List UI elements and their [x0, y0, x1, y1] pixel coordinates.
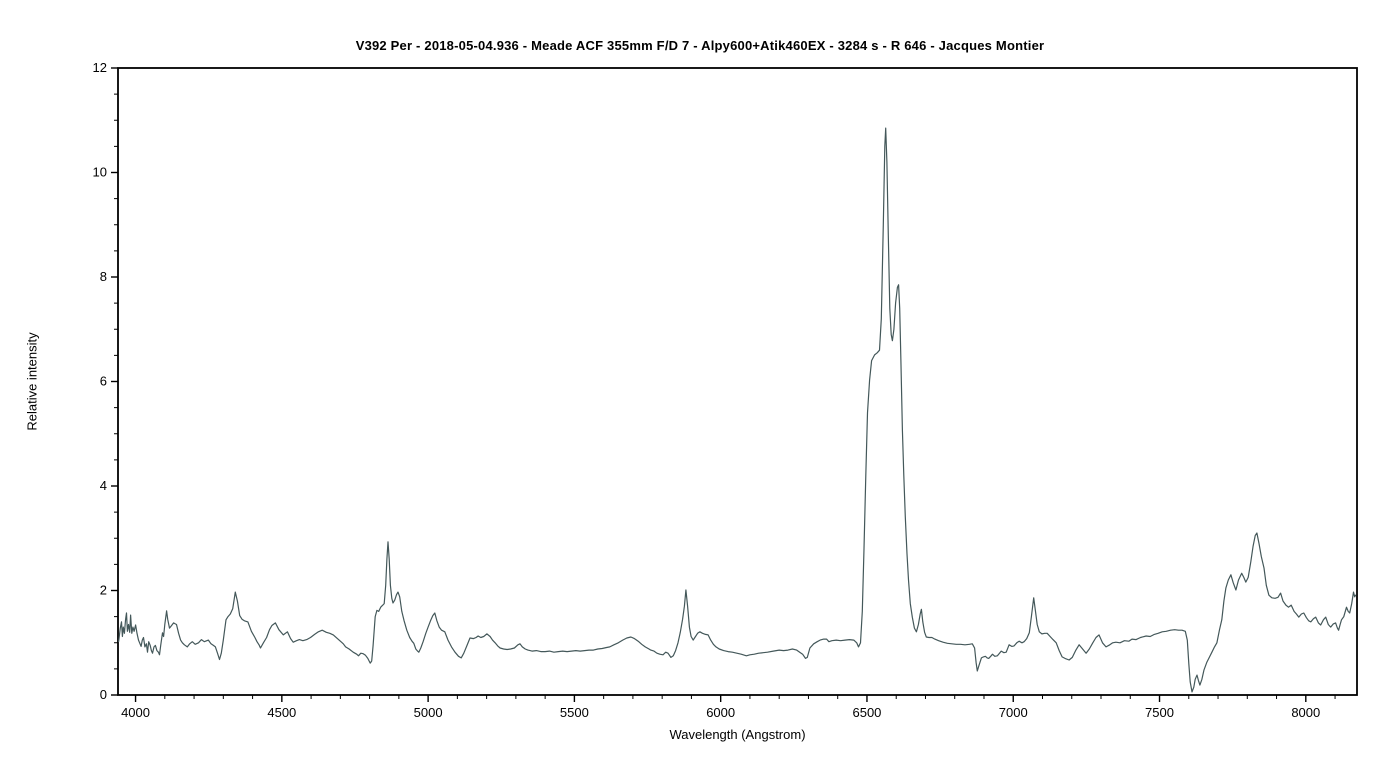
y-tick-label: 0: [100, 687, 107, 702]
x-tick-label: 7500: [1145, 705, 1174, 720]
x-tick-label: 5000: [414, 705, 443, 720]
x-tick-label: 5500: [560, 705, 589, 720]
x-tick-label: 4500: [267, 705, 296, 720]
y-tick-label: 6: [100, 374, 107, 389]
plot-frame: [117, 67, 1358, 696]
y-tick-label: 10: [93, 165, 107, 180]
x-tick-label: 6500: [852, 705, 881, 720]
y-tick-label: 8: [100, 269, 107, 284]
chart-title: V392 Per - 2018-05-04.936 - Meade ACF 35…: [355, 38, 1045, 53]
y-tick-label: 4: [100, 478, 107, 493]
x-tick-label: 7000: [999, 705, 1028, 720]
x-tick-label: 6000: [706, 705, 735, 720]
y-tick-label: 2: [100, 583, 107, 598]
x-axis-label: Wavelength (Angstrom): [669, 727, 806, 742]
y-tick-label: 12: [93, 60, 107, 75]
x-tick-label: 8000: [1291, 705, 1320, 720]
x-tick-label: 4000: [121, 705, 150, 720]
spectrum-line: [118, 127, 1357, 693]
